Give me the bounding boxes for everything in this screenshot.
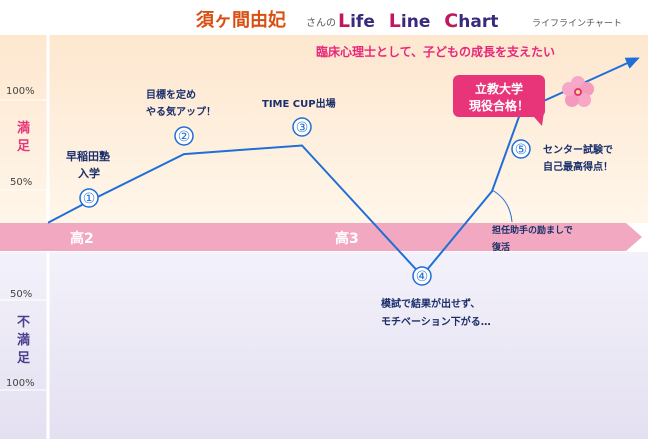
chart-title: Life Line Chart <box>338 10 498 32</box>
unsatisfied-label-1: 不 <box>17 315 30 330</box>
event-marker-4: ④ 模試で結果が出せず、 モチベーション下がる… <box>381 266 491 328</box>
title-word-2-initial: L <box>389 10 401 32</box>
satisfied-label-1: 満 <box>17 120 30 136</box>
event-label-2a: 目標を定め <box>146 88 196 101</box>
y-tick-top-100: 100% <box>6 86 35 97</box>
event-label-4a: 模試で結果が出せず、 <box>381 297 480 310</box>
header-subtitle: ライフラインチャート <box>532 18 622 29</box>
badge-line-1: 立教大学 <box>475 81 523 96</box>
annotation-leader <box>491 189 513 223</box>
unsatisfied-label-2: 満 <box>17 332 30 348</box>
sakura-icon <box>562 76 594 107</box>
event-circle-2 <box>174 126 194 146</box>
annotation-line-2: 復活 <box>491 241 510 253</box>
goal-text: 臨床心理士として、子どもの成長を支えたい <box>316 44 555 59</box>
header-name-suffix: さんの <box>306 17 336 29</box>
header-name: 須ヶ間由妃 <box>196 9 286 31</box>
annotation-line-1: 担任助手の励ましで <box>492 224 573 236</box>
event-number-3: ③ <box>296 120 309 136</box>
event-circle-1 <box>79 188 99 208</box>
event-label-1a: 早稲田塾 <box>66 149 110 163</box>
period-label-1: 高2 <box>70 230 94 247</box>
title-word-3-rest: hart <box>458 12 498 32</box>
y-tick-bottom-50: 50% <box>10 289 32 300</box>
result-badge: 立教大学 現役合格！ <box>453 75 545 126</box>
y-tick-top-50: 50% <box>10 177 32 188</box>
event-label-3a: TIME CUP出場 <box>262 97 336 110</box>
event-marker-1: ① 早稲田塾 入学 <box>66 149 110 208</box>
title-word-1-rest: ife <box>350 12 375 32</box>
period-label-2: 高3 <box>335 230 359 247</box>
badge-pointer <box>534 112 544 126</box>
title-word-1-initial: L <box>338 10 350 32</box>
event-label-5b: 自己最高得点！ <box>543 160 613 173</box>
y-tick-bottom-100: 100% <box>6 378 35 389</box>
event-label-2b: やる気アップ！ <box>146 105 216 118</box>
event-label-5a: センター試験で <box>543 143 613 156</box>
event-number-2: ② <box>178 129 191 145</box>
event-number-1: ① <box>83 191 96 207</box>
event-marker-5: ⑤ センター試験で 自己最高得点！ <box>511 139 613 173</box>
life-line <box>47 57 640 278</box>
event-number-5: ⑤ <box>515 142 528 158</box>
satisfied-label-2: 足 <box>17 139 31 154</box>
event-marker-2: ② 目標を定め やる気アップ！ <box>146 88 216 146</box>
event-label-4b: モチベーション下がる… <box>381 315 491 328</box>
title-word-3-initial: C <box>444 10 458 32</box>
event-circle-4 <box>412 266 432 286</box>
badge-line-2: 現役合格！ <box>469 98 529 113</box>
timeline-band <box>0 223 642 251</box>
event-label-1b: 入学 <box>78 166 100 180</box>
badge-box <box>453 75 545 117</box>
event-circle-3 <box>292 117 312 137</box>
title-word-2-rest: ine <box>401 12 430 32</box>
unsatisfied-zone <box>0 252 648 439</box>
unsatisfied-label-3: 足 <box>17 351 31 366</box>
event-marker-3: ③ TIME CUP出場 <box>262 97 336 137</box>
event-number-4: ④ <box>416 269 429 285</box>
event-circle-5 <box>511 139 531 159</box>
